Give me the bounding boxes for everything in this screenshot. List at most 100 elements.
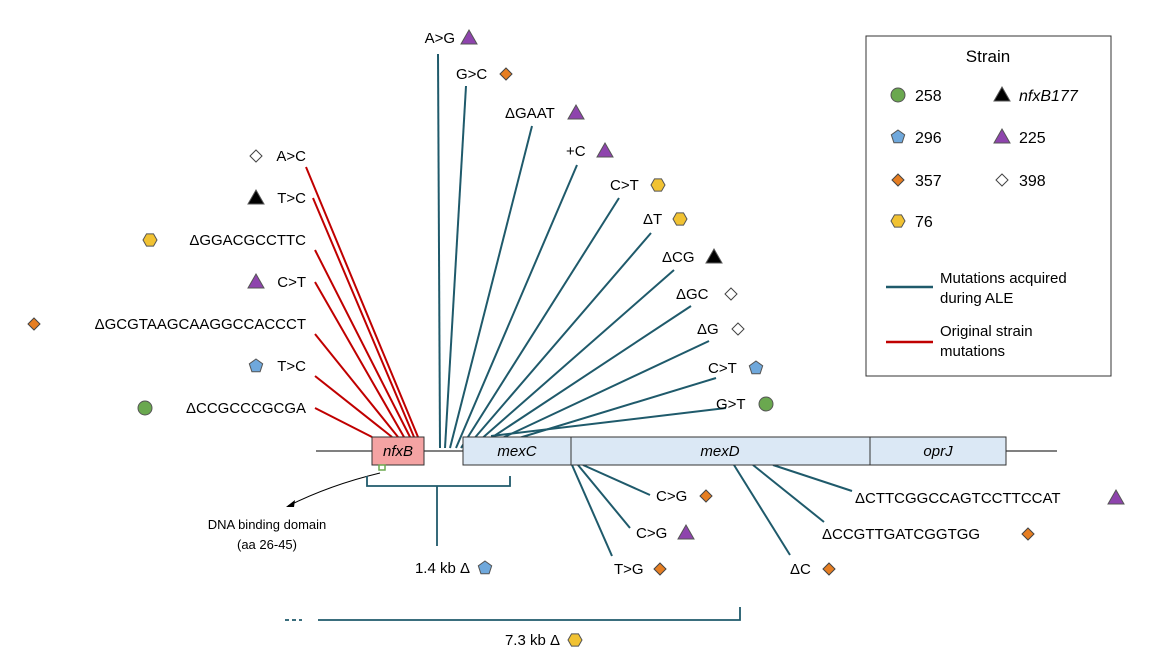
legend-ale-label-1: Mutations acquired [940,270,1067,287]
strain-marker [699,489,713,503]
ale-mutation-line [460,197,620,449]
ale-mutation-label: C>G [656,488,687,505]
deletion-1-bracket [366,476,511,487]
ale-mutation-label: C>T [708,360,737,377]
strain-marker [142,233,158,247]
ale-mutation-line [772,464,853,492]
original-mutation-label: ΔGGACGCCTTC [189,232,306,249]
dna-binding-arrowhead [286,500,295,507]
original-mutation-label: ΔGCGTAAGCAAGGCCACCCT [95,316,306,333]
ale-mutation-line [455,164,578,449]
legend-strain-marker [995,173,1009,187]
ale-mutation-line [490,407,727,437]
ale-mutation-line [582,464,651,496]
gene-nfxB-box [371,436,425,466]
ale-mutation-label: ΔCG [662,249,695,266]
legend-strain-marker [891,173,905,187]
original-mutation-line [314,375,393,438]
legend-strain-marker [993,127,1011,144]
dna-binding-domain-mark [378,464,386,471]
strain-marker [822,562,836,576]
strain-marker [596,141,614,158]
strain-marker [758,396,774,412]
strain-marker [748,360,764,375]
gene-oprJ-label: oprJ [923,443,953,460]
dna-binding-label-2: (aa 26-45) [237,537,297,552]
strain-marker [499,67,513,81]
ale-mutation-line [465,232,652,449]
legend-strain-label: nfxB177 [1019,88,1079,105]
original-mutation-label: T>C [277,358,306,375]
ale-mutation-line [577,464,631,529]
gene-mexC-label: mexC [497,443,536,460]
ale-mutation-label: +C [566,143,586,160]
deletion-2-marker [567,633,583,647]
strain-marker [731,322,745,336]
ale-mutation-label: ΔGAAT [505,105,555,122]
original-mutation-label: ΔCCGCCCGCGA [186,400,306,417]
ale-mutation-line [449,125,533,449]
legend-strain-marker [890,129,906,144]
gene-mexC-box [462,436,572,466]
strain-marker [249,149,263,163]
legend-strain-marker [890,87,906,103]
ale-mutation-label: C>T [610,177,639,194]
legend-strain-label: 296 [915,130,942,147]
strain-marker [247,188,265,205]
strain-marker [1021,527,1035,541]
deletion-2-label: 7.3 kb Δ [505,632,560,649]
original-mutation-label: A>C [276,148,306,165]
original-mutation-line [312,197,415,438]
deletion-1-label: 1.4 kb Δ [415,560,470,577]
strain-marker [1107,488,1125,505]
legend-ale-label-2: during ALE [940,290,1013,307]
ale-mutation-line [571,464,613,557]
legend-strain-label: 258 [915,88,942,105]
strain-marker [567,103,585,120]
strain-marker [27,317,41,331]
legend-box [865,35,1112,377]
legend-strain-label: 225 [1019,130,1046,147]
ale-mutation-line [485,377,717,449]
gene-nfxB-label: nfxB [383,443,413,460]
ale-mutation-label: C>G [636,525,667,542]
ale-mutation-label: ΔC [790,561,811,578]
legend-strain-marker [993,85,1011,102]
strain-marker [724,287,738,301]
ale-mutation-label: T>G [614,561,644,578]
dna-binding-arrow [287,472,381,507]
ale-mutation-line [752,464,825,523]
legend-original-label-2: mutations [940,343,1005,360]
strain-marker [672,212,688,226]
deletion-1-marker [477,560,493,575]
strain-marker [653,562,667,576]
strain-marker [460,28,478,45]
ale-mutation-label: G>C [456,66,487,83]
original-mutation-line [314,333,399,438]
ale-mutation-label: ΔT [643,211,662,228]
original-mutation-line [314,281,405,438]
legend-title: Strain [966,47,1010,66]
ale-mutation-label: ΔCCGTTGATCGGTGG [822,526,980,543]
ale-mutation-line [470,269,675,449]
legend-strain-label: 398 [1019,173,1046,190]
original-mutation-label: T>C [277,190,306,207]
ale-mutation-line [480,340,710,449]
strain-marker [705,247,723,264]
ale-mutation-line [733,464,791,556]
strain-marker [248,358,264,373]
ale-mutation-label: ΔCTTCGGCCAGTCCTTCCAT [855,490,1061,507]
legend-original-label-1: Original strain [940,323,1033,340]
original-mutation-line [314,407,373,438]
strain-marker [650,178,666,192]
gene-mexD-label: mexD [700,443,739,460]
legend-strain-label: 357 [915,173,942,190]
ale-mutation-label: G>T [716,396,746,413]
deletion-2-bracket [318,607,741,621]
original-mutation-label: C>T [277,274,306,291]
ale-mutation-label: ΔG [697,321,719,338]
ale-mutation-line [444,85,467,449]
gene-oprJ-box [869,436,1007,466]
ale-mutation-label: A>G [425,30,455,47]
